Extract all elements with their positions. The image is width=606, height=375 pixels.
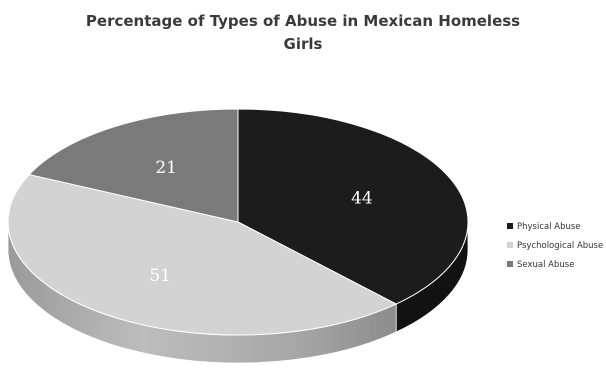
slice-label-psychological-abuse: 51: [149, 266, 171, 286]
slice-label-sexual-abuse: 21: [155, 158, 177, 178]
legend-swatch-sexual-abuse: [507, 261, 513, 267]
pie-slices: [7, 108, 469, 336]
chart-title-line-1: Percentage of Types of Abuse in Mexican …: [86, 12, 520, 30]
legend-label-physical-abuse: Physical Abuse: [517, 222, 581, 232]
legend-label-sexual-abuse: Sexual Abuse: [517, 260, 574, 270]
legend-swatch-psychological-abuse: [507, 242, 513, 248]
pie-slice-sexual-abuse: [28, 108, 239, 223]
legend-swatch-physical-abuse: [507, 223, 513, 229]
pie-slice-physical-abuse: [237, 108, 469, 305]
chart-title-line-2: Girls: [284, 35, 323, 53]
legend-label-psychological-abuse: Psychological Abuse: [517, 241, 603, 251]
pie-slice-psychological-abuse: [7, 174, 398, 336]
legend: Physical Abuse Psychological Abuse Sexual …: [507, 222, 603, 270]
pie-labels: 44 51 21: [149, 158, 372, 286]
slice-label-physical-abuse: 44: [351, 189, 373, 209]
